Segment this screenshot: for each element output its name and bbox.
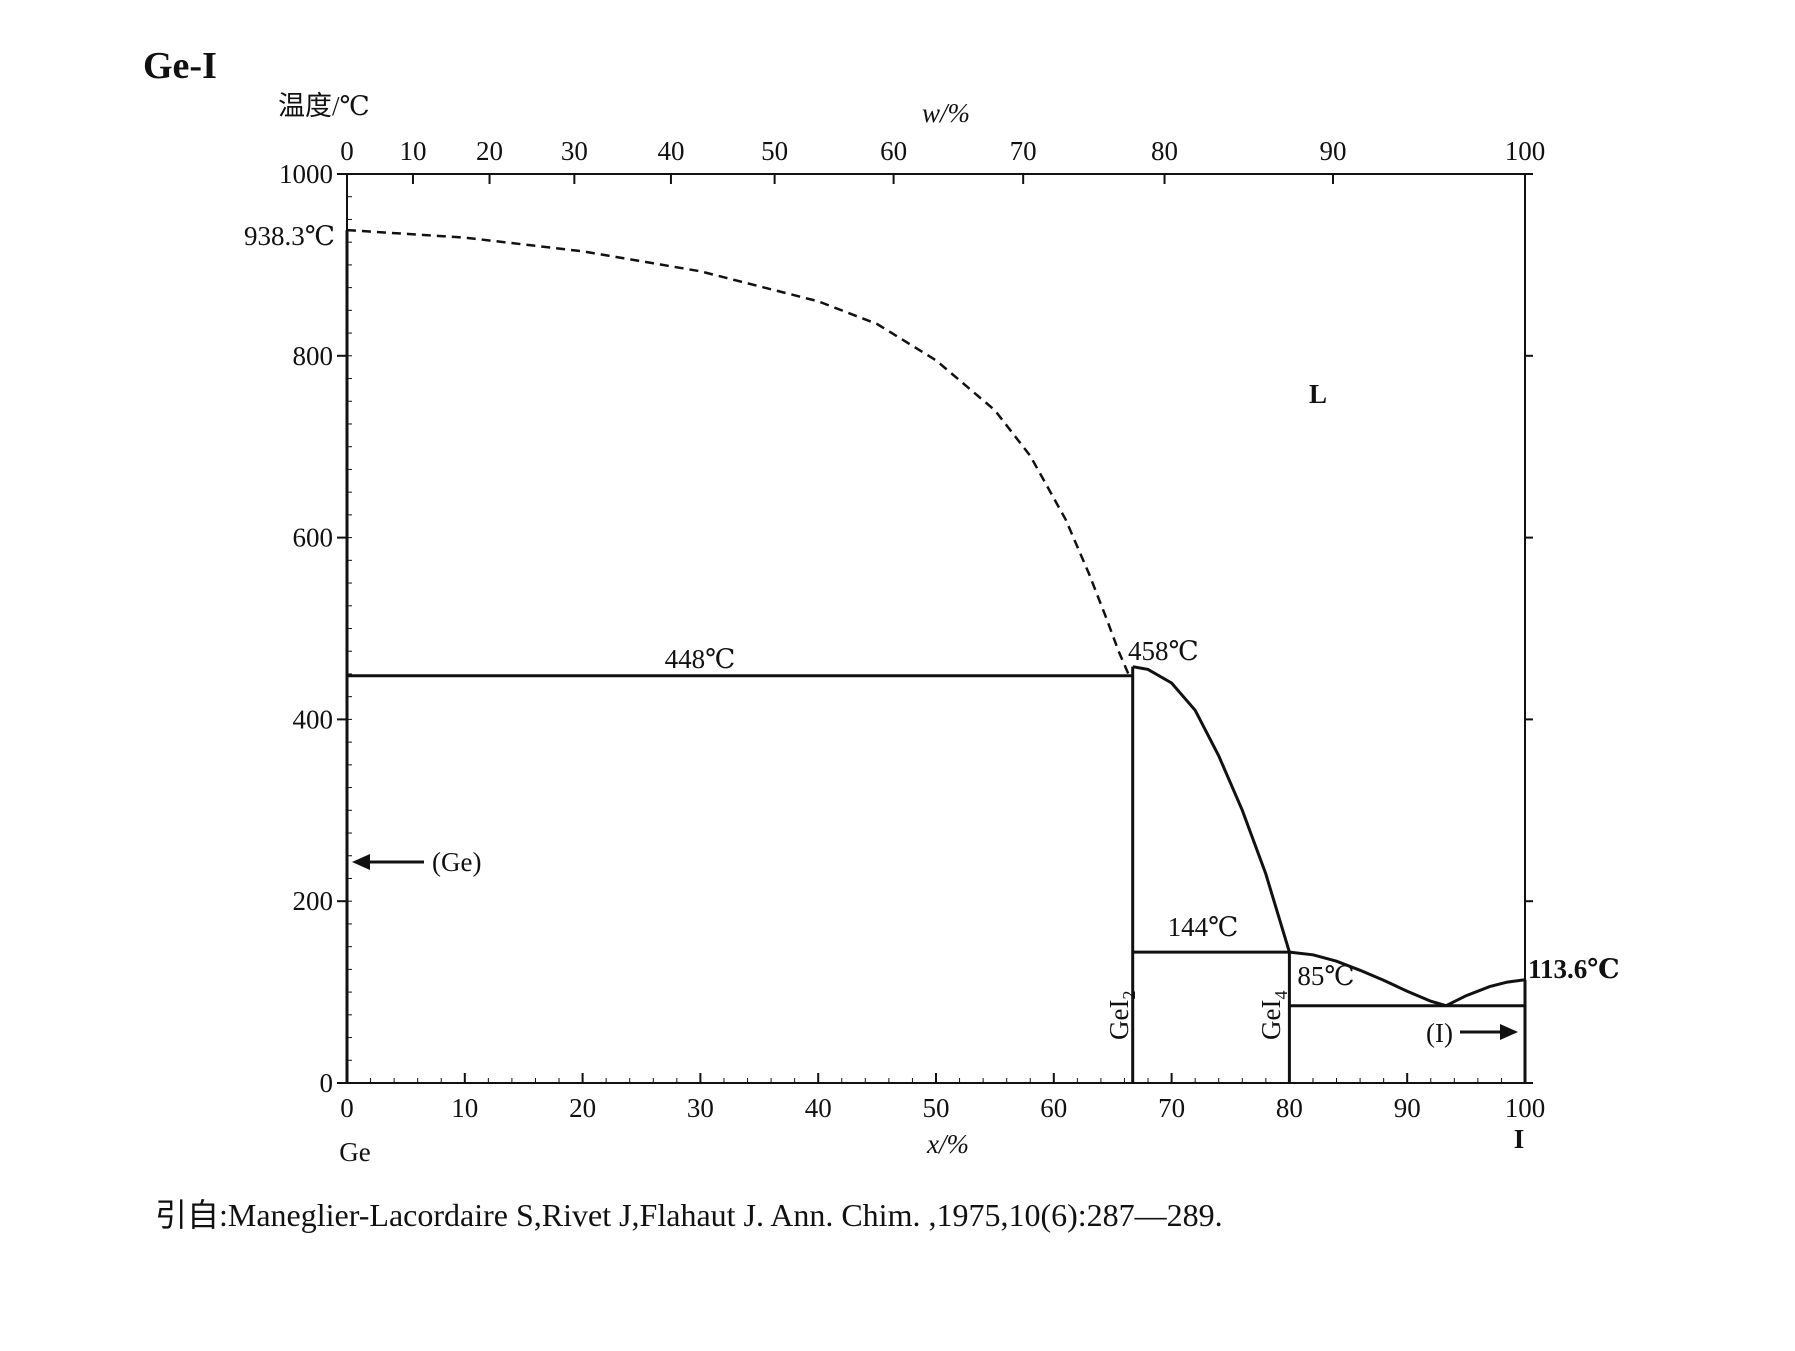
bottom-x-tick-label: 30 [687,1093,714,1123]
bottom-x-axis-title: x/% [926,1129,969,1159]
liquid-phase-label: L [1309,379,1327,409]
bottom-x-tick-label: 20 [569,1093,596,1123]
phase-boundary-line [1445,978,1526,1008]
eutectic-448-label: 448℃ [665,644,736,674]
top-x-tick-label: 30 [561,136,588,166]
bottom-x-tick-label: 60 [1040,1093,1067,1123]
y-axis-ticks: 0 200 400 600 800 1000 [279,159,1533,1098]
y-axis-title: 温度/℃ [278,91,370,121]
phase-boundary-dashed [346,228,1131,677]
top-x-tick-label: 60 [880,136,907,166]
y-tick-label: 0 [320,1068,334,1098]
chart-title: Ge-I [143,45,217,87]
gei2-compound-label: GeI2 [1104,991,1139,1040]
y-tick-label: 1000 [279,159,333,189]
minor-ticks [346,173,1526,1084]
phase-boundary-line [1289,950,1447,1008]
bottom-x-tick-label: 70 [1158,1093,1185,1123]
bottom-x-tick-label: 10 [451,1093,478,1123]
right-component-label: I [1514,1124,1525,1154]
bottom-x-tick-label: 0 [340,1093,354,1123]
top-x-tick-label: 50 [761,136,788,166]
phase-boundary-line [1132,665,1291,953]
top-x-axis-title: w/% [922,98,970,128]
peritectic-144-label: 144℃ [1168,912,1239,942]
top-x-tick-label: 80 [1151,136,1178,166]
ge-solid-solution-label: (Ge) [432,847,481,877]
top-x-tick-label: 20 [476,136,503,166]
gei2-label-main: GeI [1104,1000,1134,1040]
bottom-x-tick-label: 50 [923,1093,950,1123]
gei4-label-subscript: 4 [1271,991,1291,1000]
ge-melting-point-label: 938.3℃ [244,221,335,251]
top-x-tick-label: 70 [1010,136,1037,166]
i-solid-solution-label: (I) [1426,1018,1453,1048]
i-melting-point-label: 113.6℃ [1528,954,1620,984]
i-solid-solution-arrowhead [1500,1024,1518,1040]
y-tick-label: 200 [293,886,334,916]
top-x-axis-ticks: 0 10 20 30 40 50 60 70 80 90 100 [340,136,1545,184]
y-tick-label: 400 [293,704,334,734]
plot-frame [346,173,1526,1084]
gei2-melting-point-label: 458℃ [1128,636,1199,666]
gei4-label-main: GeI [1256,1000,1286,1040]
top-x-tick-label: 90 [1319,136,1346,166]
left-component-label: Ge [339,1137,370,1167]
bottom-x-tick-label: 80 [1276,1093,1303,1123]
y-tick-label: 600 [293,523,334,553]
top-x-tick-label: 40 [657,136,684,166]
top-x-tick-label: 10 [399,136,426,166]
gei2-label-subscript: 2 [1119,991,1139,1000]
phase-boundaries [345,228,1527,1083]
gei4-compound-label: GeI4 [1256,991,1291,1040]
top-x-tick-label: 0 [340,136,354,166]
ge-solid-solution-arrowhead [352,854,370,870]
eutectic-85-label: 85℃ [1297,961,1354,991]
bottom-x-tick-label: 90 [1394,1093,1421,1123]
bottom-x-axis-ticks: 0 10 20 30 40 50 60 70 80 90 100 [340,1073,1545,1123]
top-x-tick-label: 100 [1505,136,1546,166]
y-tick-label: 800 [293,341,334,371]
citation-text: 引自:Maneglier-Lacordaire S,Rivet J,Flahau… [155,1197,1223,1233]
bottom-x-tick-label: 40 [805,1093,832,1123]
bottom-x-tick-label: 100 [1505,1093,1546,1123]
